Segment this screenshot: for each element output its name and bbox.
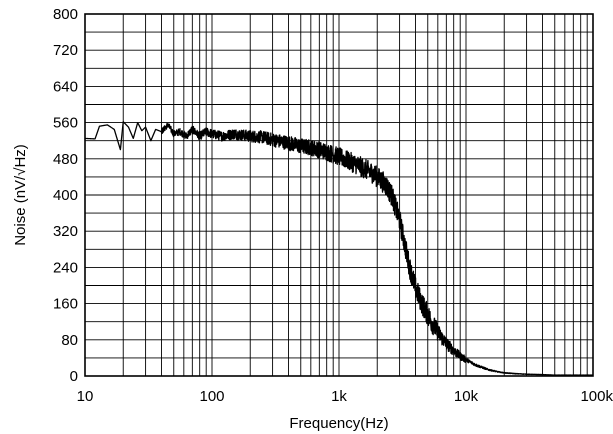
y-tick-label: 720 [53, 42, 78, 59]
x-tick-label: 10 [77, 388, 94, 405]
x-tick-label: 100k [580, 388, 613, 405]
y-tick-label: 400 [53, 187, 78, 204]
y-axis-title: Noise (nV/√Hz) [12, 144, 29, 246]
y-tick-label: 560 [53, 115, 78, 132]
y-tick-label: 80 [61, 332, 78, 349]
x-tick-label: 1k [331, 388, 347, 405]
y-tick-label: 320 [53, 223, 78, 240]
y-tick-label: 800 [53, 6, 78, 23]
y-tick-label: 160 [53, 296, 78, 313]
y-tick-label: 480 [53, 151, 78, 168]
x-axis-title: Frequency(Hz) [289, 415, 388, 432]
y-tick-label: 0 [70, 368, 78, 385]
y-tick-label: 640 [53, 78, 78, 95]
noise-series-line [84, 121, 594, 376]
x-tick-label: 100 [199, 388, 224, 405]
tick-label-layer: 0 80 160 240 320 400 480 560 640 720 800 10 100 1k 10k… [53, 6, 613, 405]
grid-layer [84, 13, 593, 377]
x-tick-label: 10k [454, 388, 479, 405]
series-layer [84, 121, 594, 376]
y-tick-label: 240 [53, 259, 78, 276]
plot-frame [84, 13, 594, 377]
